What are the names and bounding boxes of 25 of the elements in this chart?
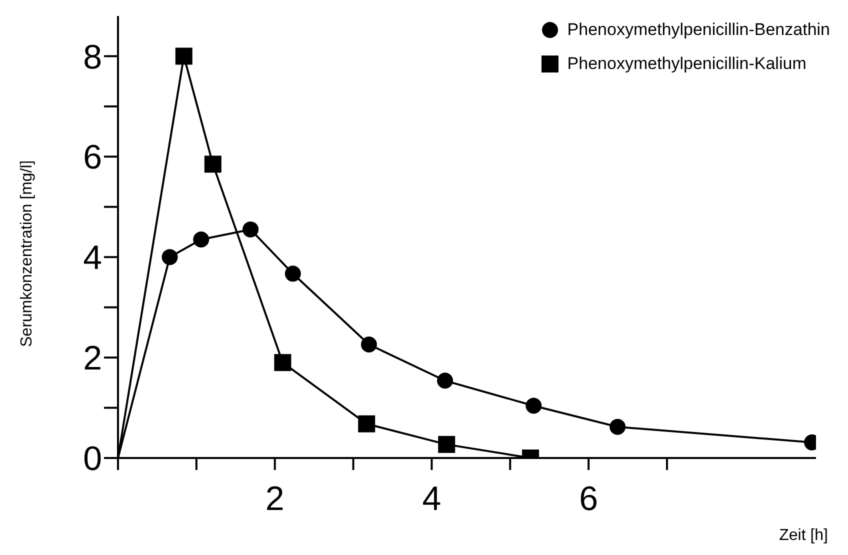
legend-label: Phenoxymethylpenicillin-Kalium (567, 54, 806, 74)
point (610, 418, 626, 435)
point (204, 156, 222, 173)
point (162, 249, 178, 266)
point (437, 372, 454, 389)
point (175, 48, 192, 65)
legend-label: Phenoxymethylpenicillin-Benzathin (567, 20, 830, 40)
point (360, 336, 377, 352)
x-tick-label: 4 (422, 480, 442, 518)
y-tick-label: 2 (83, 340, 102, 378)
point (242, 221, 259, 238)
point (193, 232, 210, 248)
point (358, 415, 376, 432)
y-axis-title: Serumkonzentration [mg/l] (18, 160, 36, 347)
y-tick-label: 0 (83, 440, 102, 478)
x-tick-label: 6 (579, 480, 598, 518)
x-tick-label: 2 (265, 480, 284, 518)
y-tick-label: 8 (83, 38, 102, 76)
point (526, 398, 542, 414)
point (284, 266, 301, 282)
x-axis-title: Zeit [h] (779, 527, 828, 544)
y-tick-label: 6 (83, 138, 102, 177)
point (438, 436, 456, 453)
y-tick-label: 4 (83, 239, 102, 278)
point (274, 354, 292, 372)
